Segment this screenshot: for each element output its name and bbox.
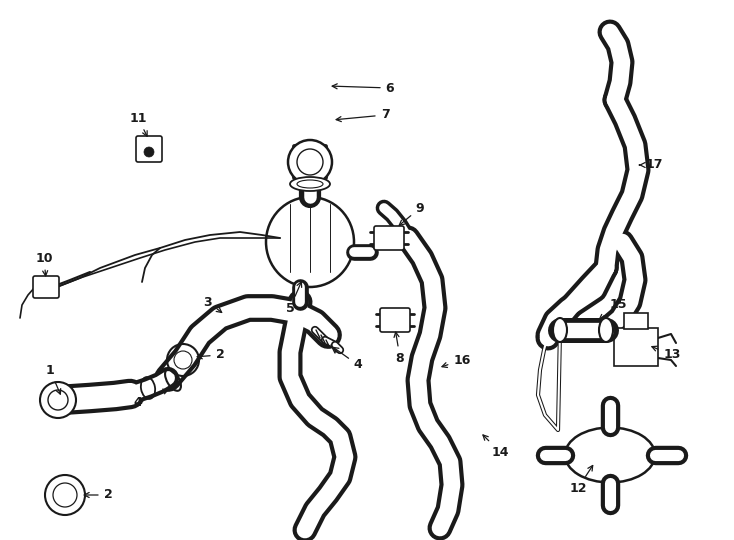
Text: 2: 2 <box>197 348 225 361</box>
Circle shape <box>48 390 68 410</box>
FancyBboxPatch shape <box>136 136 162 162</box>
Ellipse shape <box>565 428 655 483</box>
Circle shape <box>174 351 192 369</box>
Text: 4: 4 <box>333 347 363 372</box>
Text: 14: 14 <box>483 435 509 458</box>
Circle shape <box>144 147 154 157</box>
FancyBboxPatch shape <box>33 276 59 298</box>
FancyBboxPatch shape <box>380 308 410 332</box>
Circle shape <box>53 483 77 507</box>
Text: 7: 7 <box>336 109 389 122</box>
Circle shape <box>288 140 332 184</box>
Text: 12: 12 <box>570 465 593 495</box>
Text: 8: 8 <box>394 332 404 365</box>
Text: 4: 4 <box>134 389 168 408</box>
Text: 15: 15 <box>599 299 627 320</box>
Ellipse shape <box>290 177 330 191</box>
Text: 10: 10 <box>35 252 53 276</box>
Ellipse shape <box>599 318 613 342</box>
Ellipse shape <box>297 180 323 188</box>
Bar <box>624 313 648 329</box>
Ellipse shape <box>266 197 354 287</box>
Circle shape <box>297 149 323 175</box>
Text: 16: 16 <box>442 354 470 367</box>
FancyBboxPatch shape <box>374 226 404 250</box>
Text: 1: 1 <box>46 363 61 394</box>
Text: 17: 17 <box>639 159 663 172</box>
Text: 2: 2 <box>84 489 112 502</box>
Text: 5: 5 <box>286 282 302 314</box>
Text: 13: 13 <box>652 346 680 361</box>
Text: 3: 3 <box>204 295 222 313</box>
Ellipse shape <box>553 318 567 342</box>
Text: 9: 9 <box>399 201 424 225</box>
Text: 11: 11 <box>129 111 147 136</box>
Bar <box>614 328 658 366</box>
Circle shape <box>40 382 76 418</box>
Circle shape <box>45 475 85 515</box>
Text: 6: 6 <box>333 82 394 94</box>
